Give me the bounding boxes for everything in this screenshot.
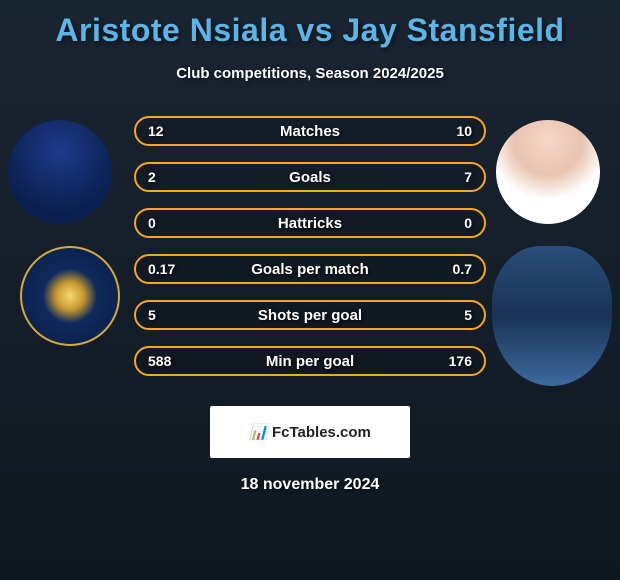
comparison-date: 18 november 2024	[0, 476, 620, 494]
stat-value-right: 0	[464, 215, 472, 231]
stats-table: 12 Matches 10 2 Goals 7 0 Hattricks 0 0.…	[134, 116, 486, 392]
stat-value-left: 2	[148, 169, 156, 185]
stat-value-left: 12	[148, 123, 164, 139]
stat-value-left: 0.17	[148, 261, 175, 277]
comparison-content: 12 Matches 10 2 Goals 7 0 Hattricks 0 0.…	[0, 112, 620, 392]
stat-row: 2 Goals 7	[134, 162, 486, 192]
stat-row: 12 Matches 10	[134, 116, 486, 146]
player-left-photo	[8, 120, 112, 224]
comparison-subtitle: Club competitions, Season 2024/2025	[0, 65, 620, 82]
stat-value-left: 5	[148, 307, 156, 323]
stat-row: 588 Min per goal 176	[134, 346, 486, 376]
watermark-text: FcTables.com	[272, 424, 371, 441]
stat-value-right: 0.7	[453, 261, 472, 277]
stat-label: Shots per goal	[136, 307, 484, 324]
watermark-badge: 📊 FcTables.com	[210, 406, 410, 458]
club-right-logo	[492, 246, 612, 386]
stat-value-right: 5	[464, 307, 472, 323]
comparison-title: Aristote Nsiala vs Jay Stansfield	[0, 0, 620, 49]
stat-row: 5 Shots per goal 5	[134, 300, 486, 330]
stat-label: Hattricks	[136, 215, 484, 232]
stat-row: 0.17 Goals per match 0.7	[134, 254, 486, 284]
stat-label: Goals per match	[136, 261, 484, 278]
chart-icon: 📊	[249, 423, 272, 441]
stat-label: Min per goal	[136, 353, 484, 370]
stat-label: Matches	[136, 123, 484, 140]
stat-label: Goals	[136, 169, 484, 186]
club-left-logo	[20, 246, 120, 346]
stat-value-right: 7	[464, 169, 472, 185]
stat-row: 0 Hattricks 0	[134, 208, 486, 238]
stat-value-right: 10	[456, 123, 472, 139]
stat-value-left: 0	[148, 215, 156, 231]
player-right-photo	[496, 120, 600, 224]
stat-value-right: 176	[449, 353, 472, 369]
shirt-icon	[8, 120, 112, 224]
stat-value-left: 588	[148, 353, 171, 369]
face-icon	[496, 120, 600, 224]
